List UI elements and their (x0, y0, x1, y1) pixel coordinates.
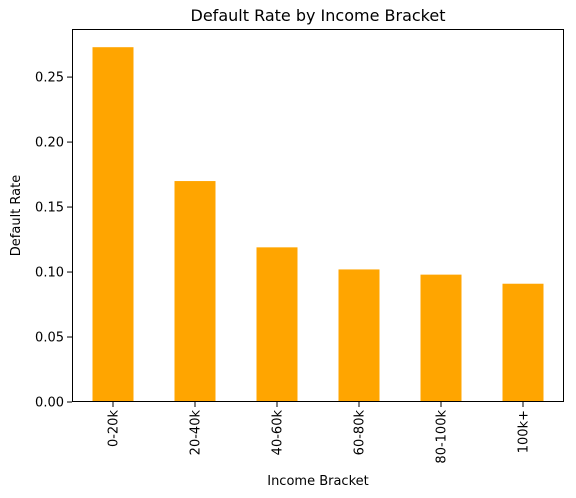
y-tick-label: 0.25 (35, 71, 64, 86)
y-tick-label: 0.00 (35, 396, 64, 411)
bar-40-60k (256, 247, 298, 402)
y-tick-label: 0.20 (35, 136, 64, 151)
bar-60-80k (338, 269, 380, 402)
bar-0-20k (92, 47, 134, 402)
x-tick-label-20-40k: 20-40k (189, 410, 204, 456)
x-tick-label-80-100k: 80-100k (435, 410, 450, 464)
x-tick-label-60-80k: 60-80k (353, 410, 368, 456)
y-axis-label: Default Rate (9, 175, 24, 256)
x-tick-label-100k+: 100k+ (517, 410, 532, 453)
bar-20-40k (174, 181, 216, 402)
y-axis-ticks: 0.00 0.05 0.10 0.15 0.20 0.25 (35, 71, 72, 411)
bar-100k+ (502, 283, 544, 402)
x-axis-label: Income Bracket (267, 474, 369, 489)
plot-frame (72, 29, 564, 402)
bars-group (92, 47, 544, 402)
y-tick-label: 0.15 (35, 201, 64, 216)
bar-80-100k (420, 274, 462, 402)
chart-title: Default Rate by Income Bracket (191, 6, 446, 25)
x-tick-label-0-20k: 0-20k (107, 410, 122, 448)
x-axis-ticks: 0-20k 20-40k 40-60k 60-80k 80-100k 100k+ (107, 402, 532, 464)
x-tick-label-40-60k: 40-60k (271, 410, 286, 456)
y-tick-label: 0.10 (35, 266, 64, 281)
y-tick-label: 0.05 (35, 331, 64, 346)
